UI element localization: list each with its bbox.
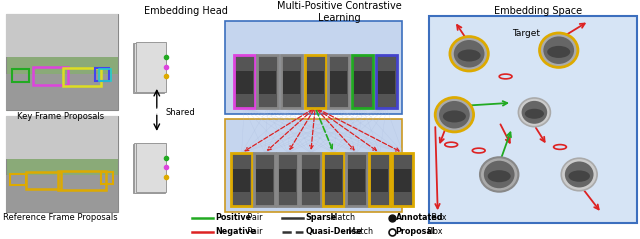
Text: Quasi-Dense: Quasi-Dense [305, 227, 362, 236]
Ellipse shape [484, 161, 515, 188]
Text: Negative: Negative [216, 227, 257, 236]
Text: Sparse: Sparse [305, 213, 337, 223]
Ellipse shape [543, 36, 574, 64]
Bar [95, 68, 109, 81]
Bar [26, 172, 61, 189]
FancyBboxPatch shape [225, 119, 402, 212]
FancyBboxPatch shape [134, 43, 165, 92]
Bar [256, 169, 273, 192]
Ellipse shape [458, 49, 481, 61]
Text: Embedding Head: Embedding Head [143, 6, 228, 16]
Text: Pair: Pair [245, 227, 263, 236]
Bar [101, 172, 113, 184]
Text: Box: Box [425, 227, 443, 236]
Ellipse shape [454, 40, 484, 68]
Bar [281, 55, 302, 108]
Ellipse shape [450, 37, 488, 71]
Bar [283, 71, 300, 94]
Bar [99, 69, 111, 81]
Bar [231, 153, 252, 206]
Bar [257, 55, 278, 108]
Bar [307, 71, 324, 94]
Bar [371, 169, 388, 192]
FancyBboxPatch shape [134, 143, 165, 193]
Bar [6, 175, 118, 212]
FancyBboxPatch shape [136, 42, 166, 92]
Text: Proposal: Proposal [396, 227, 435, 236]
Bar [259, 71, 276, 94]
Text: Key Frame Proposals: Key Frame Proposals [17, 112, 104, 121]
FancyBboxPatch shape [225, 21, 402, 114]
Bar [305, 55, 326, 108]
Bar [6, 14, 118, 110]
Ellipse shape [443, 110, 466, 122]
Bar [6, 14, 118, 57]
Ellipse shape [540, 33, 578, 67]
Bar [58, 171, 106, 190]
Text: ↓: ↓ [153, 107, 161, 117]
Bar [6, 116, 118, 212]
Text: Reference Frame Proposals: Reference Frame Proposals [3, 213, 118, 222]
Ellipse shape [518, 98, 550, 127]
Bar [10, 174, 26, 185]
Bar [325, 169, 342, 192]
Ellipse shape [439, 101, 470, 129]
Ellipse shape [522, 101, 547, 124]
Bar [392, 153, 413, 206]
Bar [330, 71, 348, 94]
Bar [352, 55, 373, 108]
Bar [369, 153, 390, 206]
Text: Match: Match [346, 227, 373, 236]
Bar [354, 71, 371, 94]
Ellipse shape [488, 170, 511, 182]
Bar [328, 55, 349, 108]
Bar [279, 169, 296, 192]
Bar [33, 67, 68, 85]
Bar [63, 68, 101, 86]
Bar [378, 71, 395, 94]
Bar [6, 74, 118, 110]
Text: Multi-Positive Contrastive
Learning: Multi-Positive Contrastive Learning [277, 1, 401, 23]
Bar [394, 169, 412, 192]
Ellipse shape [568, 170, 590, 182]
Bar [6, 116, 118, 159]
Text: Shared: Shared [165, 108, 195, 117]
Ellipse shape [525, 109, 544, 119]
Bar [277, 153, 298, 206]
FancyBboxPatch shape [133, 43, 164, 93]
Text: Pair: Pair [245, 213, 263, 223]
Ellipse shape [480, 157, 518, 192]
Ellipse shape [565, 162, 593, 187]
Bar [300, 153, 321, 206]
Text: Box: Box [429, 213, 447, 223]
Bar [346, 153, 367, 206]
Text: Annotated: Annotated [396, 213, 443, 223]
Bar [233, 169, 250, 192]
Bar [254, 153, 275, 206]
Ellipse shape [547, 46, 570, 58]
Text: Embedding Space: Embedding Space [493, 6, 582, 16]
Bar [323, 153, 344, 206]
FancyBboxPatch shape [136, 143, 166, 192]
Bar [234, 55, 255, 108]
Text: Match: Match [328, 213, 355, 223]
Ellipse shape [435, 98, 474, 132]
Text: Target: Target [512, 29, 540, 38]
Bar [236, 71, 253, 94]
FancyBboxPatch shape [429, 16, 637, 223]
Bar [302, 169, 319, 192]
Bar [376, 55, 397, 108]
Bar [12, 69, 29, 82]
Ellipse shape [561, 158, 597, 191]
Text: Positive: Positive [216, 213, 252, 223]
FancyBboxPatch shape [133, 144, 164, 193]
Bar [348, 169, 365, 192]
